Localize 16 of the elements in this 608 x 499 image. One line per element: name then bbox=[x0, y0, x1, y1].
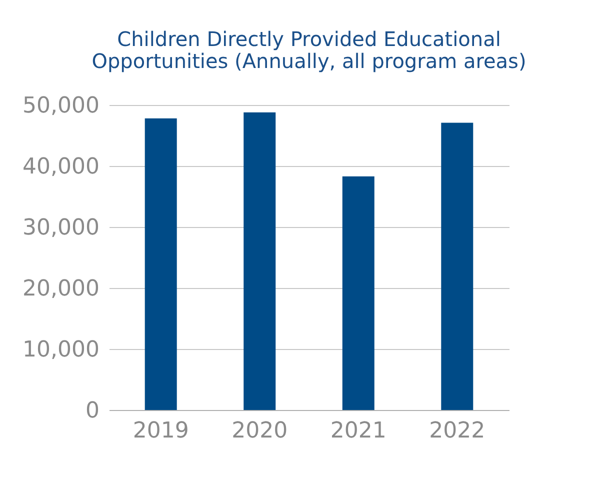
bar bbox=[244, 112, 276, 410]
y-tick-label: 0 bbox=[86, 398, 100, 424]
x-tick-label: 2020 bbox=[232, 418, 288, 444]
x-tick-label: 2021 bbox=[330, 418, 386, 444]
y-tick-label: 50,000 bbox=[22, 94, 100, 118]
y-tick-label: 10,000 bbox=[22, 338, 100, 362]
x-tick-label: 2019 bbox=[132, 418, 189, 444]
bar bbox=[342, 176, 374, 410]
text: Children Directly Provided Educational bbox=[117, 27, 501, 51]
text: Opportunities (Annually, all program areas) bbox=[92, 49, 526, 73]
bar bbox=[441, 122, 474, 410]
y-tick-label: 30,000 bbox=[22, 216, 100, 240]
y-tick-label: 20,000 bbox=[22, 276, 100, 302]
x-tick-label: 2022 bbox=[429, 418, 486, 444]
y-tick-label: 40,000 bbox=[22, 154, 100, 180]
bar bbox=[144, 118, 177, 410]
